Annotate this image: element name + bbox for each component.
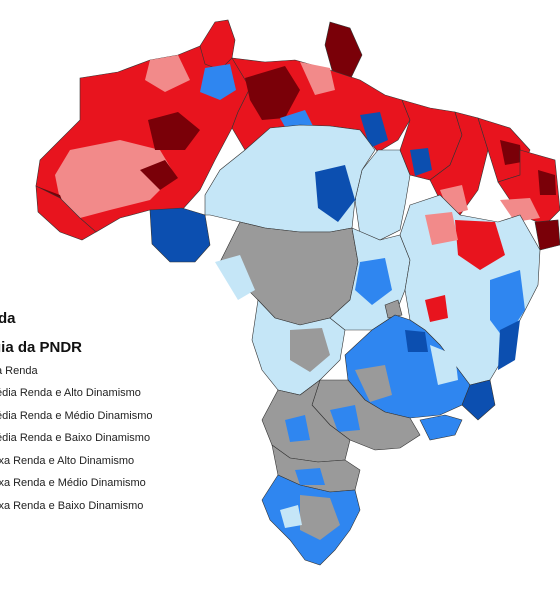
- legend-item-mid-income-high-dyn: édia Renda e Alto Dinamismo: [0, 387, 141, 399]
- parana-blue-zone: [285, 415, 310, 442]
- legend-item-mid-income-low-dyn: édia Renda e Baixo Dinamismo: [0, 432, 151, 444]
- center-west-region: [204, 124, 411, 396]
- northeast-region: [399, 99, 560, 386]
- bahia-blue-zone-2: [498, 320, 520, 370]
- rio-grande-do-sul-light-zone: [280, 505, 302, 528]
- mato-grosso-light-zone: [215, 255, 255, 300]
- federal-district: [384, 299, 403, 319]
- espirito-santo-state: [461, 379, 496, 421]
- minas-grey-zone: [355, 365, 392, 402]
- amazonas-dark-zone-2: [148, 112, 200, 150]
- pe-light-zone: [500, 198, 540, 222]
- para-blue-zone-3: [360, 112, 388, 148]
- minas-dark-zone: [405, 330, 428, 352]
- legend-item-low-income-low-dyn: ixa Renda e Baixo Dinamismo: [0, 500, 144, 512]
- para-light-zone: [300, 62, 335, 95]
- mato-grosso-state: [204, 124, 376, 233]
- amazonas-light-zone-2: [145, 55, 190, 92]
- legend-item-mid-income-mid-dyn: édia Renda e Médio Dinamismo: [0, 410, 153, 422]
- legend-item-low-income-high-dyn: ixa Renda e Alto Dinamismo: [0, 455, 135, 467]
- ceara-dark-zone: [500, 140, 522, 165]
- mato-grosso-do-sul-grey: [290, 328, 330, 372]
- santa-catarina-blue-zone: [295, 468, 325, 485]
- bahia-red-zone-2: [425, 295, 448, 322]
- pe-dark-zone: [538, 170, 556, 195]
- para-dark-zone: [245, 66, 300, 120]
- southeast-region: [311, 314, 496, 451]
- legend-item-low-income-mid-dyn: ixa Renda e Médio Dinamismo: [0, 477, 146, 489]
- rio-de-janeiro-state: [419, 414, 463, 441]
- minas-light-zone: [430, 345, 458, 385]
- bahia-light-zone: [425, 212, 458, 245]
- south-region: [261, 379, 361, 566]
- amazonas-dark-zone-3: [140, 160, 178, 190]
- legend-item-high-income: a Renda: [0, 365, 38, 377]
- amazonas-light-zone: [55, 140, 175, 218]
- goias-blue-zone: [355, 258, 392, 305]
- para-blue-zone-1: [200, 64, 236, 100]
- legend-title-2: gia da PNDR: [0, 339, 83, 356]
- maranhao-blue-zone: [410, 148, 432, 176]
- legend-title-1: da: [0, 310, 16, 327]
- bahia-red-zone-1: [455, 220, 505, 270]
- rondonia-state: [149, 207, 211, 263]
- mato-grosso-blue-zone: [315, 165, 355, 222]
- alagoas-sergipe-states: [534, 219, 560, 251]
- rn-pb-pe-states: [497, 149, 560, 226]
- roraima-state: [199, 19, 236, 71]
- acre-state: [35, 185, 97, 241]
- sao-paulo-blue-zone: [330, 405, 360, 432]
- rio-grande-do-sul-grey-zone: [300, 495, 340, 540]
